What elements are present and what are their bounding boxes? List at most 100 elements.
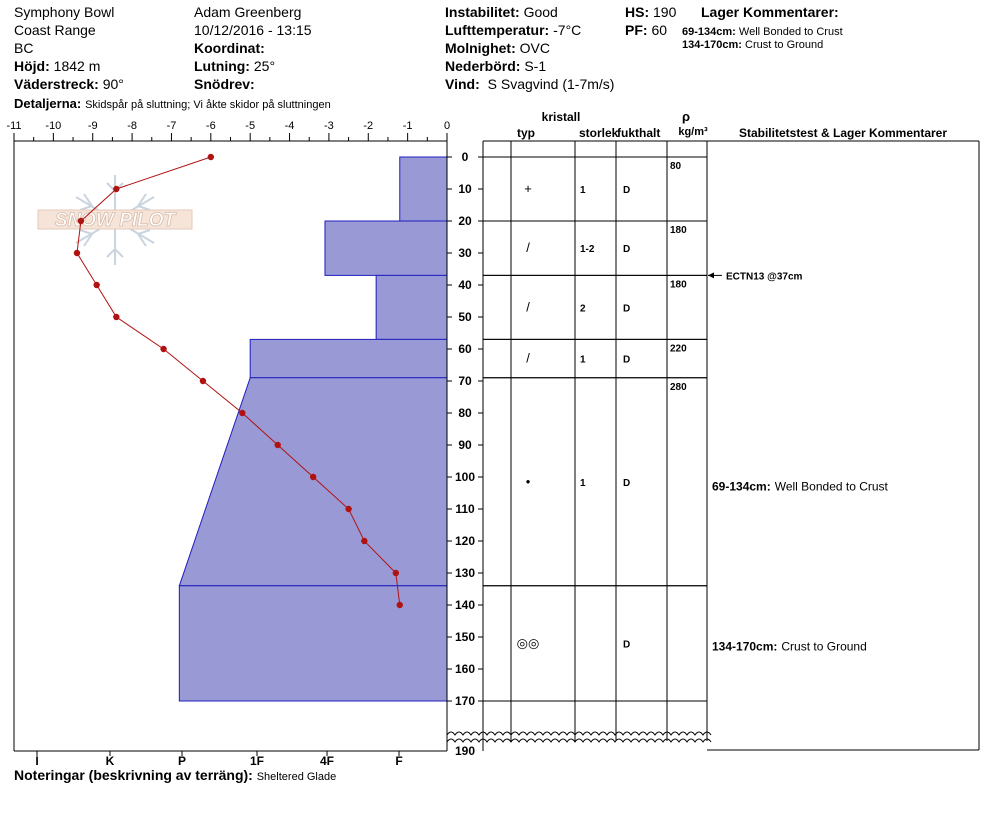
depth-tick-label: 140 [455,598,475,612]
col-storlek: storlek [579,126,619,140]
hardness-bar [178,585,448,702]
grain-type: ◎◎ [517,635,540,650]
hs-label: HS: [625,4,650,20]
notes-value: Sheltered Glade [256,771,337,783]
temp-tick-label: -10 [45,120,61,132]
details-value: Skidspår på sluttning; Vi åkte skidor på… [85,99,331,111]
grain-type: / [526,351,530,366]
range: Coast Range [14,22,96,38]
slope-value: 25° [253,58,276,74]
layer-comment: 134-170cm: Crust to Ground [712,640,867,654]
temp-tick-label: -7 [167,120,177,132]
depth-tick-label: 150 [455,630,475,644]
elevation: Höjd: 1842 m [14,58,100,74]
layer-comment-text: Crust to Ground [781,640,866,654]
header-layer-comment-1-range: 69-134cm: [682,26,736,38]
temperature-point [239,409,246,417]
temperature-point [73,249,81,257]
temperature-point [77,217,85,225]
hardness-tick-label: F [395,754,402,768]
airtemp: Lufttemperatur: -7°C [445,22,581,38]
elevation-value: 1842 m [53,58,101,74]
slope-label: Lutning: [194,58,250,74]
depth-tick-label: 160 [455,662,475,676]
temperature-point [113,313,120,321]
grain-size: 1 [580,185,586,196]
temperature-point [361,537,368,545]
header-layer-comment-1-text: Well Bonded to Crust [738,26,843,38]
header-layer-comment-2-text: Crust to Ground [745,39,824,51]
depth-tick-label: 50 [458,310,472,324]
airtemp-value: -7°C [553,22,582,38]
precip-value: S-1 [524,58,547,74]
col-kristall: kristall [542,110,581,124]
hs: HS: 190 [625,4,676,20]
density: 80 [670,161,682,172]
break-line [446,738,712,743]
state: BC [14,40,34,56]
grain-size: 1-2 [580,244,595,255]
temp-tick-label: -3 [324,120,334,132]
density: 180 [670,279,687,290]
location: Symphony Bowl [14,4,115,20]
logo-text: SNOW PILOT [55,210,177,231]
notes-label: Noteringar (beskrivning av terräng): [14,767,253,783]
hardness-tick-label: K [106,754,115,768]
sky-value: OVC [519,40,550,56]
density: 280 [670,382,687,393]
sky-label: Molnighet: [445,40,516,56]
hardness-tick-label: I [35,754,38,768]
depth-tick-label: 40 [458,278,472,292]
depth-tick-label: 110 [455,502,475,516]
plot-layer: -11 -10 -9 -8 -7 -6 -5 -4 -3 -2 -1 0I K P 1F 4F F0102030… [6,120,980,768]
hardness-tick-label: 1F [250,754,264,768]
header-layer-comment-2: 134-170cm: Crust to Ground [682,37,823,53]
aspect-value: 90° [102,76,124,92]
aspect: Väderstreck: 90° [14,76,124,92]
stability: Instabilitet: Good [445,4,558,20]
wind-label: Vind: [445,76,480,92]
moisture: D [623,639,630,650]
header-layer-comment-2-range: 134-170cm: [682,39,742,51]
details-label: Detaljerna: [14,96,82,111]
layer-comment: 69-134cm: Well Bonded to Crust [712,480,889,494]
grain-size: 2 [580,303,586,314]
depth-tick-label: 70 [458,374,472,388]
temperature-point [392,569,400,577]
col-rho: ρ [682,109,690,124]
temperature-point [345,505,352,513]
moisture: D [623,244,630,255]
stability-value: Good [523,4,558,20]
depth-tick-label: 120 [455,534,475,548]
notes: Noteringar (beskrivning av terräng): She… [14,767,336,785]
header-layer-comment-1: 69-134cm: Well Bonded to Crust [682,24,843,40]
temperature-point [199,377,207,385]
grain-type: • [526,474,531,489]
temp-tick-label: -6 [206,120,216,132]
hardness-bar [178,377,448,587]
temperature-point [274,441,281,449]
temp-tick-label: -2 [363,120,373,132]
moisture: D [623,478,630,489]
wind-value: S Svagvind (1-7m/s) [487,76,615,92]
depth-tick-label: 10 [458,182,472,196]
hardness-tick-label: P [178,754,186,768]
grain-type: / [526,299,530,314]
depth-tick-label: 60 [458,342,472,356]
pf-label: PF: [625,22,648,38]
depth-tick-label: 80 [458,406,472,420]
datetime: 10/12/2016 - 13:15 [194,22,312,38]
precip: Nederbörd: S-1 [445,58,546,74]
temp-tick-label: -11 [6,120,21,132]
depth-tick-label: 190 [455,744,475,758]
hs-value: 190 [653,4,677,20]
slope: Lutning: 25° [194,58,275,74]
moisture: D [623,355,630,366]
layer-comment-range: 69-134cm: [712,480,771,494]
temp-tick-label: -4 [285,120,295,132]
hardness-bar [249,338,448,379]
stability-label: Instabilitet: [445,4,520,20]
grain-size: 1 [580,355,586,366]
break-line [446,731,712,736]
temp-tick-label: 0 [444,120,450,132]
